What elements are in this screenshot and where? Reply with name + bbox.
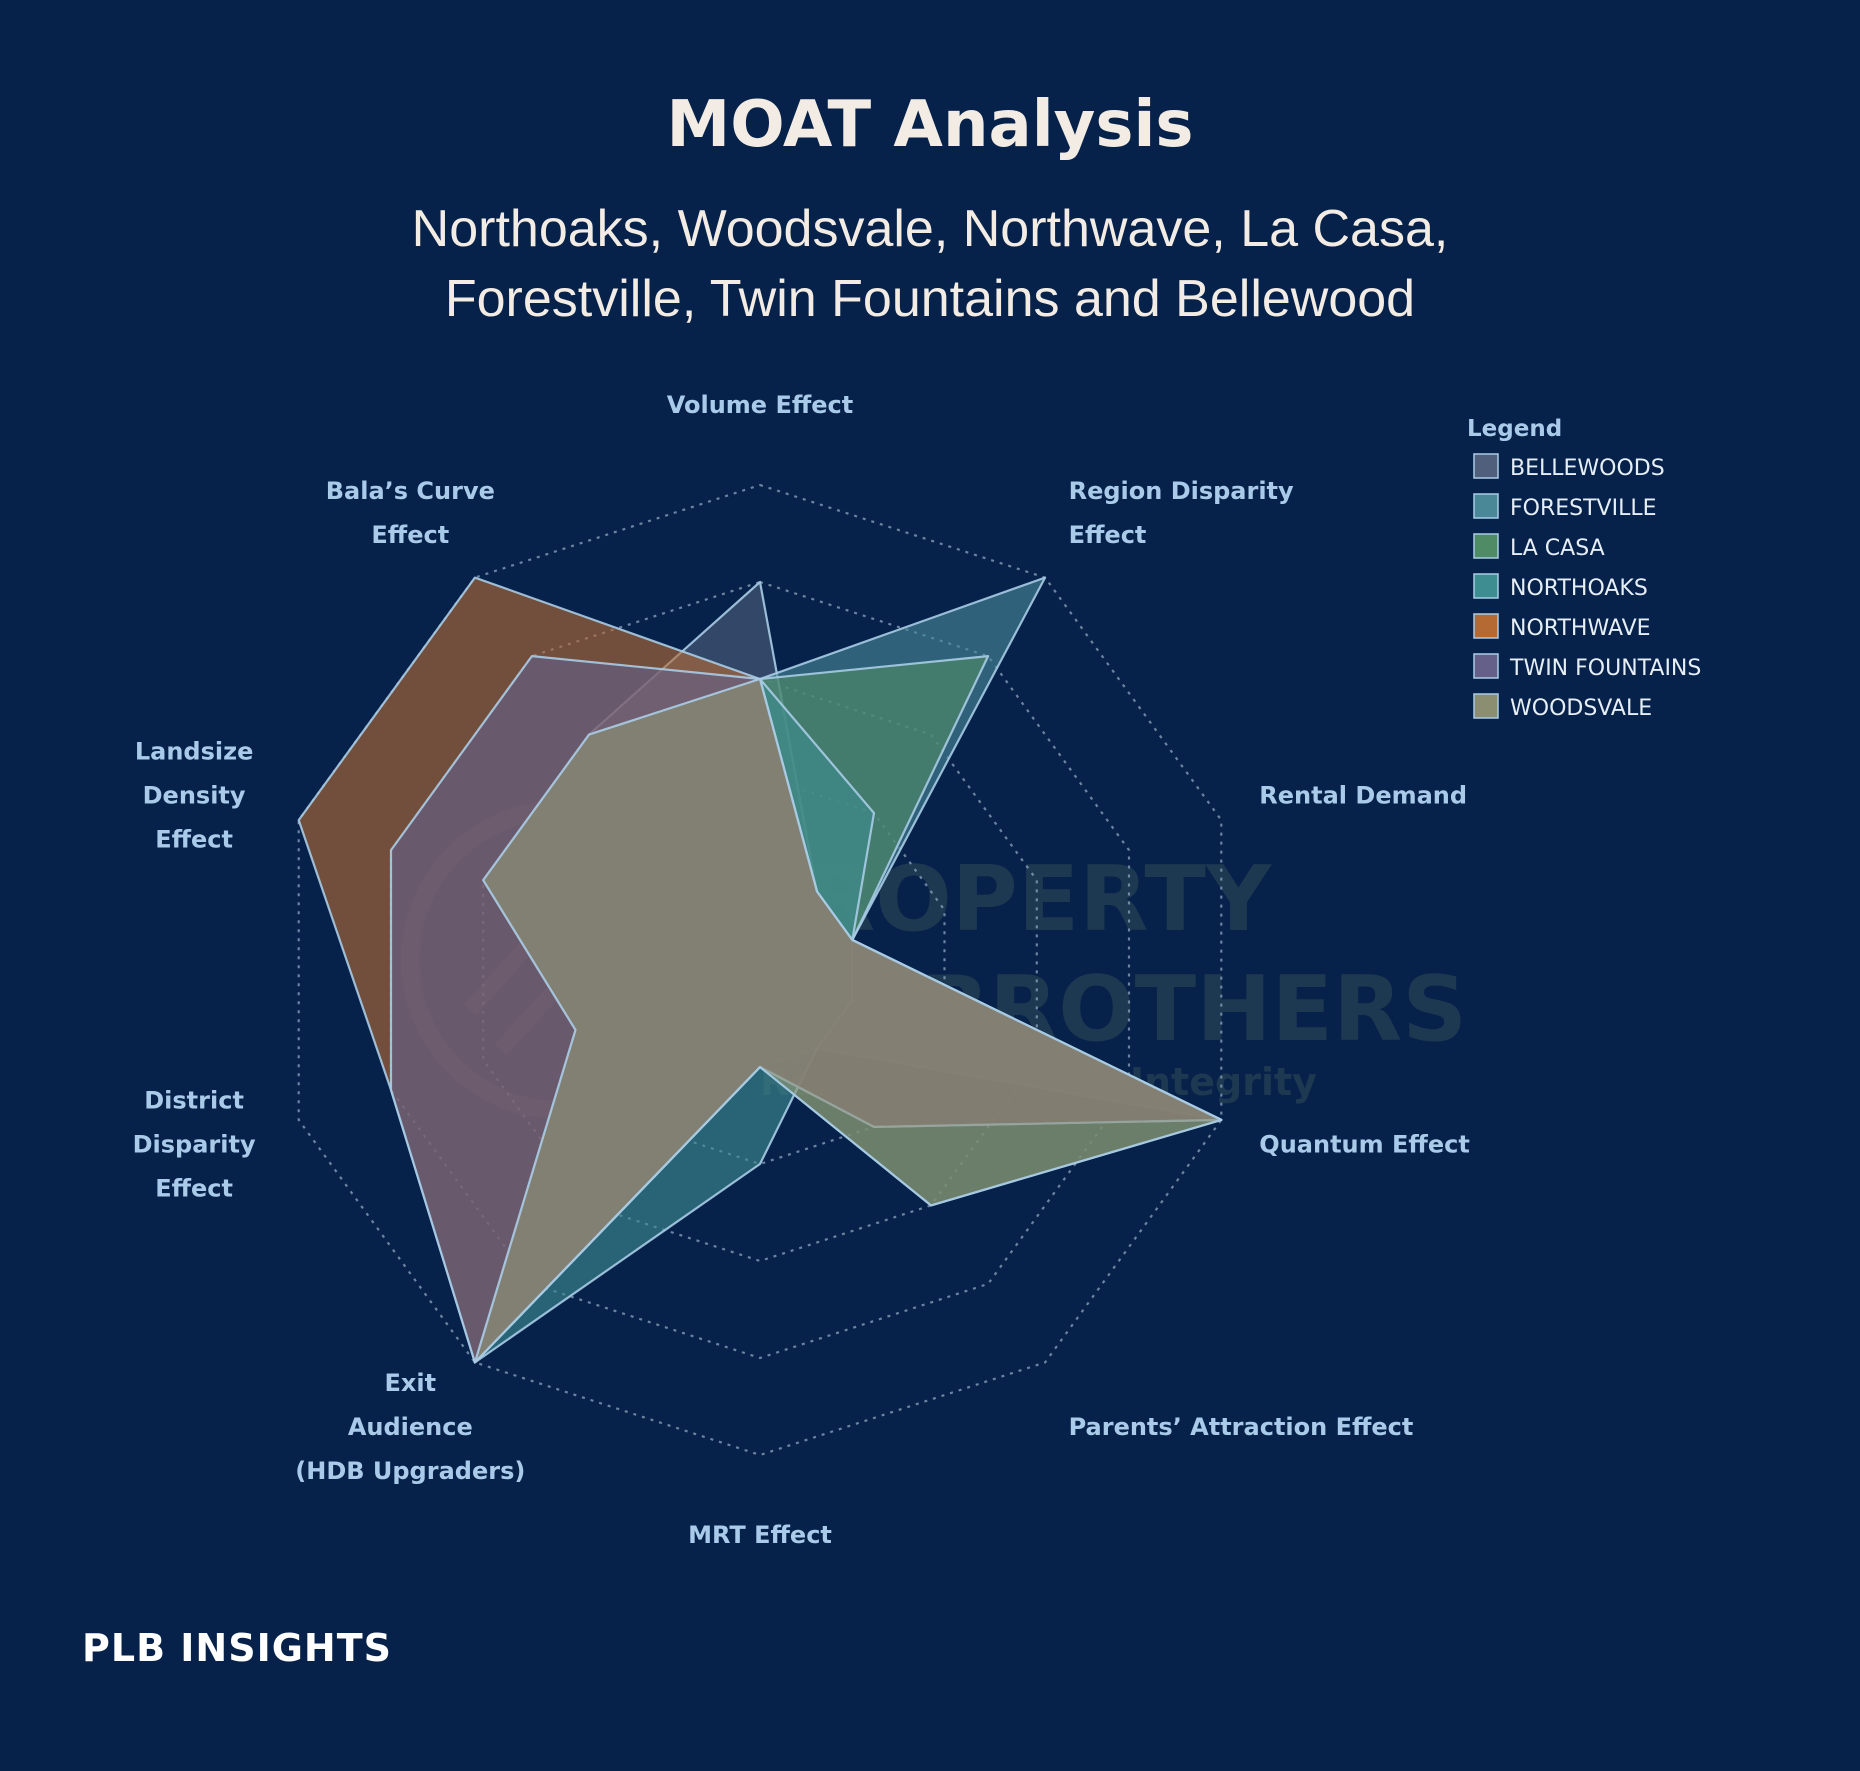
legend-label-forestville: FORESTVILLE [1510, 496, 1657, 521]
axis-label-2: Region Disparity Effect [1069, 477, 1294, 549]
legend-swatch-woodsvale [1473, 693, 1499, 719]
axis-label-2-line-2: Effect [1069, 521, 1147, 549]
axis-label-9-line-2: Density [143, 781, 246, 809]
axis-label-5: Parents’ Attraction Effect [1069, 1413, 1414, 1441]
chart-subtitle: Northoaks, Woodsvale, Northwave, La Casa… [230, 194, 1630, 334]
legend-label-woodsvale: WOODSVALE [1510, 696, 1652, 721]
chart-title: MOAT Analysis [666, 88, 1194, 162]
legend-swatch-bellewoods [1473, 453, 1499, 479]
grid-ring-3 [482, 677, 1038, 1263]
axis-label-10-line-2: Effect [371, 521, 449, 549]
legend-swatch-northoaks [1473, 573, 1499, 599]
axis-label-3: Rental Demand [1259, 781, 1467, 809]
axis-label-8-line-1: District [144, 1087, 244, 1115]
axis-label-5-line-1: Parents’ Attraction Effect [1069, 1413, 1414, 1441]
legend-label-northwave: NORTHWAVE [1510, 616, 1651, 641]
legend-items: BELLEWOODS FORESTVILLE LA CASA NORTHOAKS NOR… [1473, 453, 1701, 721]
subtitle-line-1: Northoaks, Woodsvale, Northwave, La Casa… [411, 200, 1449, 258]
legend-swatch-northwave [1473, 613, 1499, 639]
legend-title: Legend [1467, 416, 1562, 442]
legend-label-twin-fountains: TWIN FOUNTAINS [1509, 656, 1701, 681]
legend-swatch-forestville [1473, 493, 1499, 519]
legend: Legend BELLEWOODS FORESTVILLE LA CASA NORTH… [1467, 416, 1701, 721]
axis-label-3-line-1: Rental Demand [1259, 781, 1467, 809]
radar-series [297, 576, 1223, 1364]
axis-label-8-line-3: Effect [155, 1175, 233, 1203]
legend-label-la-casa: LA CASA [1510, 536, 1605, 561]
brand-logo: PLB INSIGHTS [82, 1626, 392, 1670]
series-polygon-woodsvale [473, 677, 1223, 1364]
axis-label-10: Bala’s Curve Effect [326, 477, 495, 549]
axis-labels: Volume Effect Region Disparity Effect Renta… [133, 391, 1470, 1549]
axis-label-9: Landsize Density Effect [135, 737, 254, 853]
axis-label-1: Volume Effect [667, 391, 854, 419]
grid-ring-2 [574, 774, 946, 1166]
axis-label-10-line-1: Bala’s Curve [326, 477, 495, 505]
subtitle-line-2: Forestville, Twin Fountains and Bellewoo… [444, 270, 1416, 328]
legend-swatch-la-casa [1473, 533, 1499, 559]
axis-label-7-line-2: Audience [348, 1413, 473, 1441]
axis-label-4-line-1: Quantum Effect [1259, 1131, 1470, 1159]
legend-swatch-twin-fountains [1473, 653, 1499, 679]
axis-label-7-line-1: Exit [385, 1369, 437, 1397]
axis-label-4: Quantum Effect [1259, 1131, 1470, 1159]
axis-label-7: Exit Audience (HDB Upgraders) [295, 1369, 525, 1485]
legend-label-northoaks: NORTHOAKS [1510, 576, 1648, 601]
axis-label-7-line-3: (HDB Upgraders) [295, 1457, 525, 1485]
axis-label-1-line-1: Volume Effect [667, 391, 854, 419]
axis-label-9-line-3: Effect [155, 825, 233, 853]
axis-label-8-line-2: Disparity [133, 1131, 256, 1159]
axis-label-8: District Disparity Effect [133, 1087, 256, 1203]
axis-label-2-line-1: Region Disparity [1069, 477, 1294, 505]
axis-label-6: MRT Effect [688, 1521, 832, 1549]
legend-label-bellewoods: BELLEWOODS [1510, 456, 1665, 481]
axis-label-6-line-1: MRT Effect [688, 1521, 832, 1549]
axis-label-9-line-1: Landsize [135, 737, 254, 765]
